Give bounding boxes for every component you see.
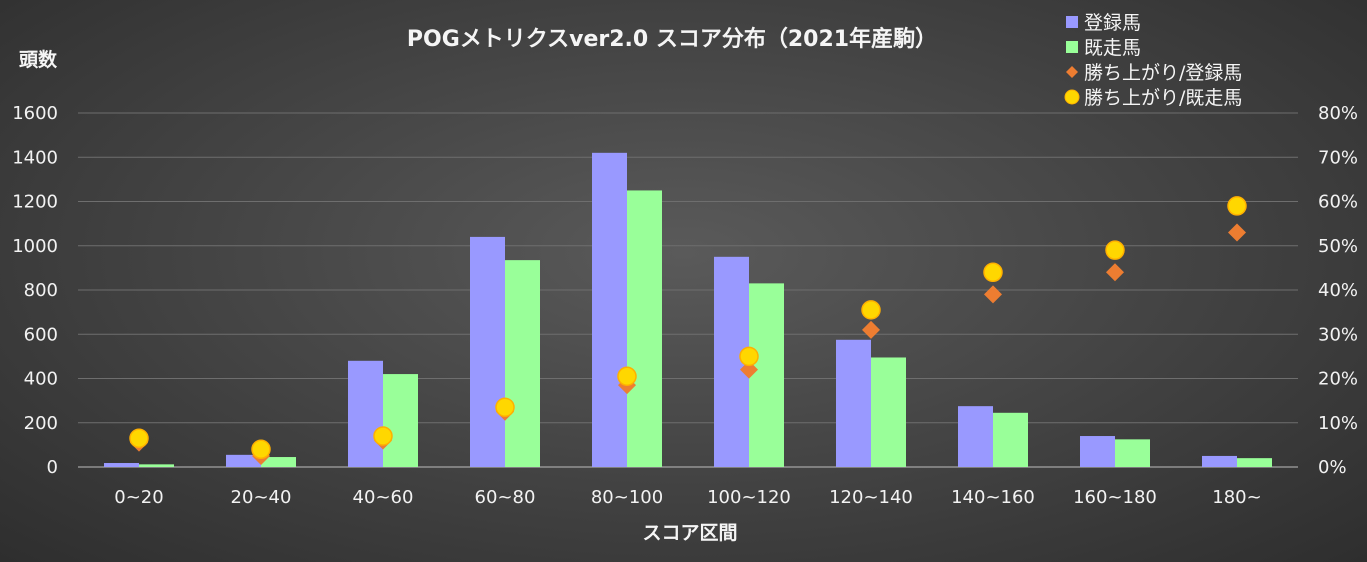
bar-raced: [139, 464, 174, 467]
point-win-rate-raced: [983, 262, 1003, 283]
bar-raced: [505, 260, 540, 467]
y-tick-label: 800: [24, 280, 58, 301]
bar-registered: [1202, 455, 1237, 467]
bar-raced: [749, 283, 784, 467]
y-tick-label: 1000: [12, 236, 58, 257]
axes: 0 200 400 600 800 1000 1200 1400 1600 0% 10% 20% 30%…: [12, 103, 1358, 508]
bar-raced: [383, 374, 418, 467]
y2-tick-label: 10%: [1318, 413, 1358, 434]
legend-swatch: [1066, 66, 1078, 78]
y2-tick-label: 20%: [1318, 369, 1358, 390]
point-win-rate-raced: [129, 428, 149, 448]
bar-raced: [627, 190, 662, 467]
bar-registered: [958, 406, 993, 467]
point-win-rate-raced: [373, 426, 393, 446]
bar-raced: [993, 412, 1028, 467]
x-axis-title: スコア区間: [642, 522, 737, 544]
point-win-rate-registered: [1106, 263, 1124, 282]
bar-registered: [592, 152, 627, 467]
legend-swatch: [1066, 41, 1078, 53]
legend-swatch: [1066, 16, 1078, 28]
point-win-rate-registered: [1228, 223, 1246, 242]
y2-tick-label: 0%: [1318, 457, 1347, 478]
y-tick-label: 1200: [12, 192, 58, 213]
point-win-rate-raced: [1105, 240, 1125, 260]
x-tick-label: 60~80: [475, 487, 536, 508]
bar-registered: [836, 339, 871, 467]
y-tick-label: 600: [24, 324, 58, 345]
y2-tick-label: 50%: [1318, 236, 1358, 257]
x-tick-label: 120~140: [829, 487, 913, 508]
point-win-rate-raced: [739, 346, 759, 367]
x-tick-label: 140~160: [951, 487, 1035, 508]
y2-tick-label: 30%: [1318, 324, 1358, 345]
y2-tick-label: 80%: [1318, 103, 1358, 124]
gridlines: [78, 112, 1298, 468]
legend-swatch: [1064, 89, 1080, 105]
y-tick-label: 400: [24, 369, 58, 390]
bar-raced: [261, 457, 296, 467]
bar-registered: [348, 360, 383, 467]
x-tick-label: 80~100: [591, 487, 663, 508]
bar-registered: [470, 236, 505, 467]
bar-registered: [226, 454, 261, 467]
y2-tick-label: 60%: [1318, 192, 1358, 213]
bar-raced: [871, 357, 906, 467]
y-axis-title: 頭数: [19, 48, 58, 71]
point-win-rate-registered: [984, 285, 1002, 304]
bars: [104, 152, 1272, 467]
point-win-rate-raced: [495, 397, 515, 418]
point-win-rate-raced: [251, 439, 271, 460]
bar-raced: [1115, 439, 1150, 467]
point-win-rate-registered: [862, 320, 880, 339]
x-tick-label: 40~60: [353, 487, 414, 508]
x-tick-label: 0~20: [114, 487, 163, 508]
x-tick-label: 100~120: [707, 487, 791, 508]
y-tick-label: 1400: [12, 147, 58, 168]
chart-title: POGメトリクスver2.0 スコア分布（2021年産駒）: [407, 26, 937, 52]
point-win-rate-raced: [617, 366, 637, 387]
y2-tick-label: 70%: [1318, 147, 1358, 168]
x-tick-label: 180~: [1212, 487, 1261, 508]
y-tick-label: 1600: [12, 103, 58, 124]
x-tick-label: 20~40: [231, 487, 292, 508]
legend-label: 登録馬: [1084, 12, 1141, 34]
scatter-points: [129, 196, 1247, 465]
bar-raced: [1237, 458, 1272, 467]
bar-registered: [1080, 436, 1115, 467]
legend-label: 既走馬: [1084, 37, 1141, 59]
legend-label: 勝ち上がり/既走馬: [1084, 87, 1242, 109]
y2-tick-label: 40%: [1318, 280, 1358, 301]
y-tick-label: 0: [47, 457, 58, 478]
x-tick-label: 160~180: [1073, 487, 1157, 508]
bar-registered: [104, 463, 139, 467]
point-win-rate-raced: [1227, 196, 1247, 216]
point-win-rate-registered: [740, 360, 758, 379]
y-tick-label: 200: [24, 413, 58, 434]
legend-label: 勝ち上がり/登録馬: [1084, 62, 1242, 84]
point-win-rate-raced: [861, 300, 881, 320]
